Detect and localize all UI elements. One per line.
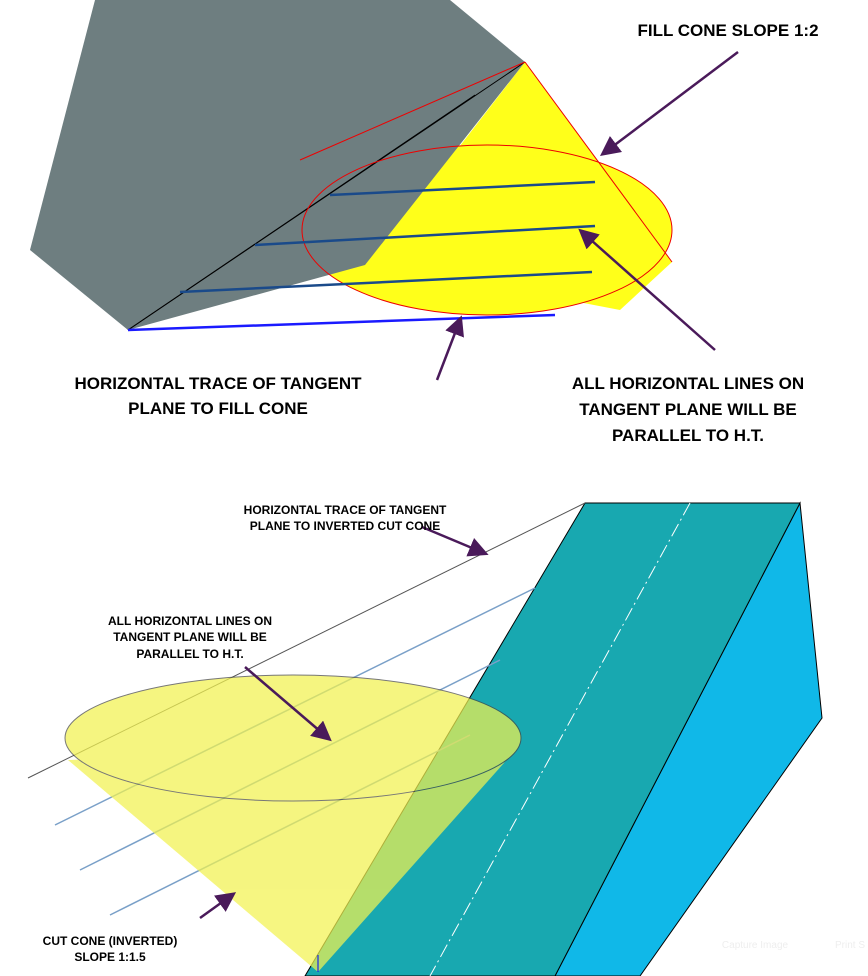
arrow [435,315,464,381]
cone [68,745,520,972]
arrow [600,51,739,157]
label: TANGENT PLANE WILL BE [579,400,797,419]
label: TANGENT PLANE WILL BE [113,630,267,644]
label: SLOPE 1:1.5 [74,950,146,964]
arrow [244,666,332,742]
cone-base [64,674,522,802]
label: HORIZONTAL TRACE OF TANGENT [74,374,362,393]
cone-outline [301,144,673,316]
horizontal-line [254,224,596,247]
label: CUT CONE (INVERTED) [43,934,178,948]
top-figure: FILL CONE SLOPE 1:2 HORIZONTAL TRACE OF … [30,0,819,445]
bottom-figure: HORIZONTAL TRACE OF TANGENT PLANE TO INV… [27,501,865,976]
cone-outline [524,61,673,263]
print-button[interactable]: Print S [835,940,865,951]
label: FILL CONE SLOPE 1:2 [637,21,818,40]
horizontal-line [179,270,593,294]
horizontal-line [329,180,596,197]
centerline [429,502,691,976]
horizontal-trace [127,313,556,332]
label: ALL HORIZONTAL LINES ON [108,614,272,628]
arrow [421,525,489,557]
label: PLANE TO INVERTED CUT CONE [250,519,440,533]
arrow [199,892,237,920]
label: PARALLEL TO H.T. [612,426,764,445]
slab [30,0,525,330]
label: PLANE TO FILL CONE [128,399,308,418]
label: ALL HORIZONTAL LINES ON [572,374,804,393]
arrow [578,228,716,351]
capture-button[interactable]: Capture Image [722,940,789,951]
label: HORIZONTAL TRACE OF TANGENT [244,503,447,517]
label: PARALLEL TO H.T. [136,647,243,661]
cone-outline [299,61,526,161]
